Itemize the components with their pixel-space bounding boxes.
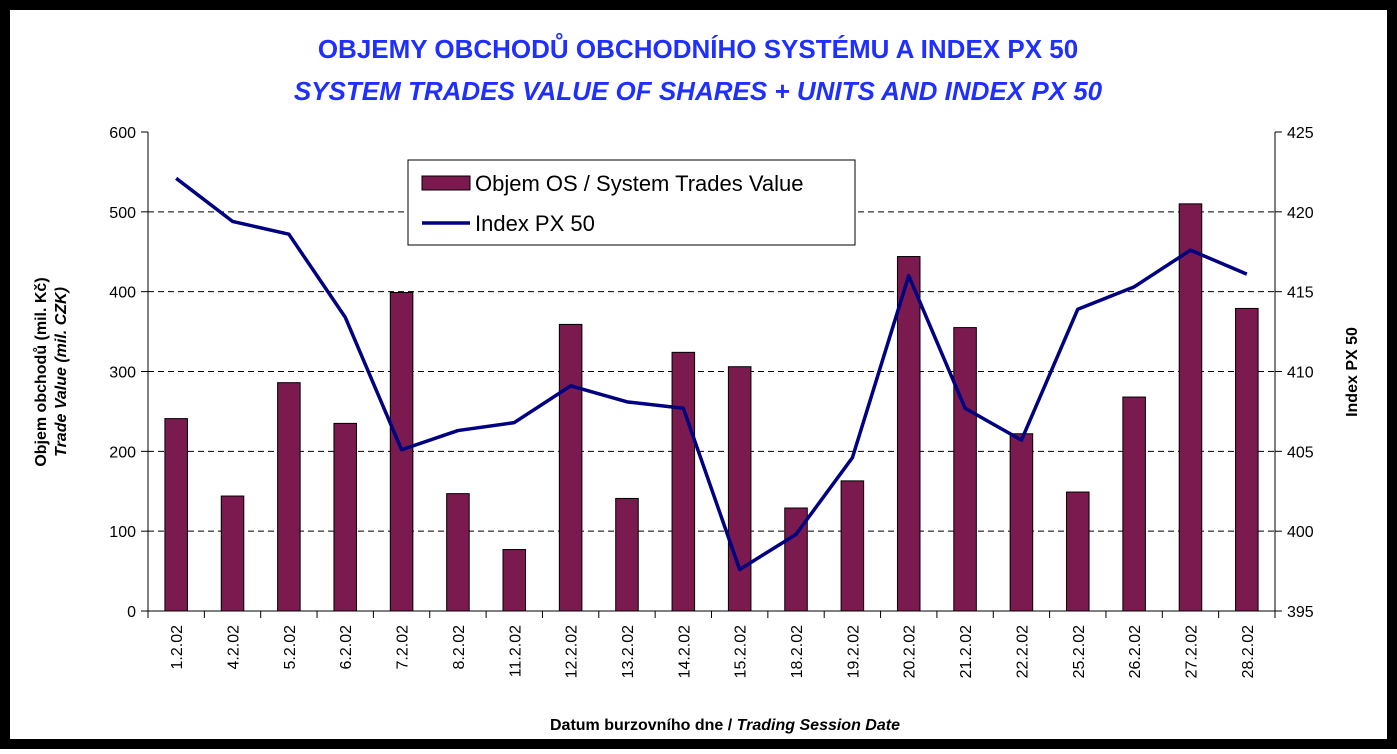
x-tick-label: 15.2.02	[733, 625, 750, 678]
y2-tick-label: 415	[1287, 285, 1314, 302]
bar	[389, 291, 414, 612]
x-tick-label: 5.2.02	[282, 625, 299, 670]
x-tick-label: 25.2.02	[1071, 625, 1088, 678]
x-axis-title: Datum burzovního dne / Trading Session D…	[550, 717, 900, 734]
x-axis-title-part: Trading Session Date	[737, 717, 900, 734]
y-tick-label: 400	[109, 285, 136, 302]
x-tick-label: 6.2.02	[338, 625, 355, 670]
x-tick-label: 19.2.02	[845, 625, 862, 678]
legend-label: Objem OS / System Trades Value	[475, 171, 804, 196]
chart-subtitle: SYSTEM TRADES VALUE OF SHARES + UNITS AN…	[294, 76, 1103, 106]
y2-tick-label: 420	[1287, 205, 1314, 222]
y-axis-title: Objem obchodů (mil. Kč) Trade Value (mil…	[33, 277, 70, 466]
y-tick-label: 200	[109, 444, 136, 461]
x-tick-label: 4.2.02	[226, 625, 243, 670]
x-tick-label: 18.2.02	[789, 625, 806, 678]
bar	[840, 480, 865, 612]
y2-axis-title: Index PX 50	[1344, 327, 1361, 417]
y-tick-label: 100	[109, 524, 136, 541]
y2-tick-label: 425	[1287, 125, 1314, 142]
y-tick-label: 600	[109, 125, 136, 142]
y-tick-label: 0	[127, 604, 136, 621]
bar	[953, 327, 977, 612]
y2-tick-label: 405	[1287, 444, 1314, 461]
x-tick-label: 13.2.02	[620, 625, 637, 678]
y-axis-title-line: Trade Value (mil. CZK)	[53, 287, 70, 457]
bar	[220, 495, 245, 612]
y-tick-label: 300	[109, 365, 136, 382]
x-tick-label: 7.2.02	[395, 625, 412, 670]
y2-tick-label: 400	[1287, 524, 1314, 541]
bar	[164, 418, 188, 612]
bar	[502, 549, 527, 612]
legend-label: Index PX 50	[475, 211, 595, 236]
bar	[1009, 433, 1034, 612]
bar	[896, 256, 921, 612]
bar	[784, 507, 808, 612]
bar	[727, 366, 752, 612]
x-tick-label: 26.2.02	[1127, 625, 1144, 678]
bar	[1122, 396, 1146, 612]
bar	[1066, 491, 1090, 612]
y-tick-label: 500	[109, 205, 136, 222]
x-tick-label: 1.2.02	[169, 625, 186, 670]
x-tick-label: 22.2.02	[1014, 625, 1031, 678]
bar	[558, 323, 583, 612]
bar	[277, 382, 301, 612]
y2-tick-label: 410	[1287, 365, 1314, 382]
y-axis-title-line: Objem obchodů (mil. Kč)	[33, 277, 50, 466]
line	[175, 176, 1248, 572]
y2-tick-label: 395	[1287, 604, 1314, 621]
x-tick-label: 8.2.02	[451, 625, 468, 670]
x-tick-label: 20.2.02	[902, 625, 919, 678]
bar	[333, 422, 357, 612]
x-tick-label: 12.2.02	[564, 625, 581, 678]
legend-box	[407, 159, 856, 246]
x-tick-label: 14.2.02	[676, 625, 693, 678]
bar	[1178, 203, 1203, 612]
bar	[615, 497, 639, 612]
bar	[671, 351, 696, 612]
x-tick-label: 27.2.02	[1183, 625, 1200, 678]
x-axis-title-part: Datum burzovního dne /	[550, 717, 737, 734]
bar	[1235, 307, 1259, 612]
x-tick-label: 21.2.02	[958, 625, 975, 678]
x-tick-label: 28.2.02	[1240, 625, 1257, 678]
legend-swatch	[421, 175, 471, 191]
chart-title: OBJEMY OBCHODŮ OBCHODNÍHO SYSTÉMU A INDE…	[318, 32, 1078, 64]
bar	[446, 493, 470, 612]
x-tick-label: 11.2.02	[507, 625, 524, 677]
